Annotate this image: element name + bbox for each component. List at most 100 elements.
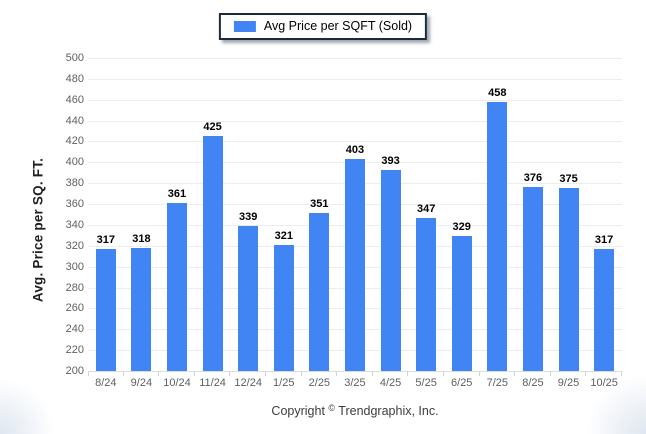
x-axis-tick-mark (549, 371, 551, 376)
x-axis-tick-mark (158, 371, 160, 376)
y-tick-label: 320 (65, 240, 84, 252)
x-tick-label: 10/25 (590, 377, 618, 389)
x-axis-tick-labels: 8/24 9/24 10/24 11/24 12/24 1/25 2/25 3/25 4/25 5… (88, 377, 622, 389)
y-tick-label: 440 (65, 115, 84, 127)
y-tick-label: 360 (65, 198, 84, 210)
bar (451, 236, 472, 371)
y-tick-label: 380 (65, 177, 84, 189)
bar (380, 170, 401, 371)
y-tick-label: 340 (65, 219, 84, 231)
bar (273, 245, 294, 371)
bar-cell: 329 (444, 58, 480, 376)
gridline (88, 121, 622, 122)
bar-value-label: 351 (310, 198, 329, 210)
bar-value-label: 321 (274, 230, 293, 242)
bar-cells: 317 318 361 425 339 321 351 403 393 347 329 458 376 3… (88, 58, 622, 376)
x-tick-label: 3/25 (344, 377, 366, 389)
bar-value-label: 347 (416, 203, 436, 215)
bar-cell: 393 (373, 58, 409, 376)
x-axis-tick-mark (336, 371, 338, 376)
bar-cell: 403 (337, 58, 373, 376)
bar-cell: 351 (302, 58, 338, 376)
x-axis-tick-mark (264, 371, 266, 376)
gridline (88, 371, 622, 372)
x-axis-tick-mark (442, 371, 444, 376)
bar-value-label: 458 (488, 87, 507, 99)
x-tick-label: 8/24 (95, 377, 117, 389)
bar-cell: 425 (195, 58, 231, 376)
bar (95, 249, 116, 371)
x-tick-label: 6/25 (451, 377, 473, 389)
x-tick-label: 9/25 (557, 377, 580, 389)
bar-cell: 375 (551, 58, 587, 376)
x-axis-tick-mark (585, 371, 587, 376)
copyright-text-pre: Copyright (271, 404, 325, 418)
y-tick-label: 280 (65, 282, 84, 294)
x-axis-tick-mark (371, 371, 373, 376)
bar-value-label: 403 (345, 144, 365, 156)
y-tick-label: 200 (65, 365, 84, 377)
legend-label: Avg Price per SQFT (Sold) (263, 19, 413, 33)
gridline (88, 141, 622, 142)
x-tick-label: 12/24 (234, 377, 262, 389)
bar-cell: 347 (408, 58, 444, 376)
x-tick-label: 5/25 (415, 377, 437, 389)
legend-swatch (233, 20, 256, 32)
x-tick-label: 7/25 (486, 377, 509, 389)
x-axis-tick-mark (514, 371, 516, 376)
bar-cell: 318 (124, 58, 160, 376)
y-tick-label: 460 (65, 94, 84, 106)
bar (202, 136, 223, 371)
bar (238, 226, 259, 371)
x-tick-label: 4/25 (379, 377, 402, 389)
y-tick-label: 420 (65, 135, 84, 147)
copyright-symbol: © (328, 403, 336, 413)
x-axis-tick-mark (300, 371, 302, 376)
bar-value-label: 317 (594, 234, 614, 246)
bar (309, 213, 330, 371)
x-axis-tick-mark (229, 371, 231, 376)
bar (487, 102, 508, 371)
bar (416, 218, 437, 371)
bar (522, 187, 543, 371)
x-axis-tick-mark (407, 371, 409, 376)
bar-value-label: 317 (96, 234, 115, 246)
x-axis-tick-mark (122, 371, 124, 376)
bar-value-label: 393 (381, 155, 400, 167)
copyright: Copyright © Trendgraphix, Inc. (88, 403, 622, 418)
x-tick-label: 8/25 (522, 377, 544, 389)
bar-value-label: 425 (203, 121, 222, 133)
bar-cell: 458 (480, 58, 516, 376)
x-tick-label: 9/24 (130, 377, 153, 389)
x-tick-label: 11/24 (199, 377, 226, 389)
x-axis-tick-mark (88, 371, 89, 376)
bar-value-label: 376 (523, 172, 543, 184)
bar (594, 249, 615, 371)
gridline (88, 100, 622, 101)
bar-cell: 317 (88, 58, 124, 376)
y-tick-label: 500 (65, 52, 84, 64)
bar (344, 159, 365, 371)
legend: Avg Price per SQFT (Sold) (218, 13, 428, 40)
x-axis-tick-mark (620, 371, 622, 376)
y-tick-label: 260 (65, 302, 84, 314)
gridline (88, 58, 622, 59)
bar-value-label: 361 (167, 188, 187, 200)
bar-value-label: 375 (559, 173, 578, 185)
bar-value-label: 318 (132, 233, 151, 245)
bar-cell: 361 (159, 58, 195, 376)
bar-cell: 339 (230, 58, 266, 376)
y-tick-label: 300 (65, 261, 84, 273)
bar-value-label: 329 (452, 221, 471, 233)
x-axis-tick-mark (478, 371, 480, 376)
plot-area: 317 318 361 425 339 321 351 403 393 347 329 458 376 3… (88, 58, 622, 376)
x-tick-label: 2/25 (308, 377, 331, 389)
x-axis-tick-mark (193, 371, 195, 376)
bar-cell: 376 (515, 58, 551, 376)
copyright-text-post: Trendgraphix, Inc. (335, 404, 439, 418)
bar-value-label: 339 (238, 211, 258, 223)
x-tick-label: 10/24 (163, 377, 191, 389)
y-axis-tick-labels: 500 480 460 440 420 400 380 360 340 320 300 280 260 2… (0, 52, 84, 377)
bar-cell: 321 (266, 58, 302, 376)
